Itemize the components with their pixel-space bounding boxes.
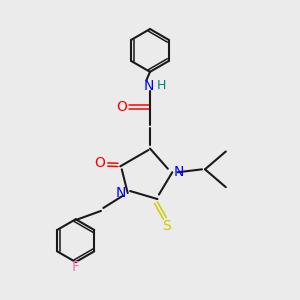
Text: O: O — [116, 100, 127, 114]
Text: O: O — [94, 156, 105, 170]
Text: S: S — [162, 219, 171, 233]
Text: N: N — [116, 186, 126, 200]
Text: F: F — [72, 260, 80, 274]
Text: N: N — [143, 79, 154, 92]
Text: N: N — [174, 165, 184, 179]
Text: H: H — [157, 79, 166, 92]
